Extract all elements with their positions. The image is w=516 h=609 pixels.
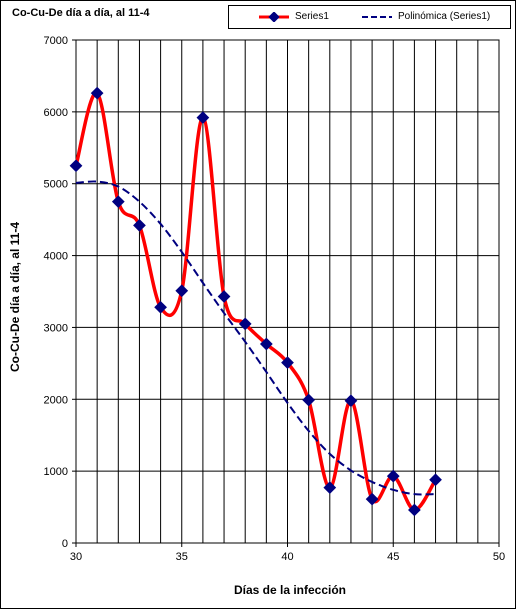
y-tick-label: 2000: [44, 394, 68, 406]
series1-point: [69, 159, 83, 173]
series1-point: [133, 219, 146, 232]
series1-point: [365, 492, 379, 506]
trendline-polynomial: [75, 180, 436, 496]
legend-label-polynomial: Polinómica (Series1): [398, 11, 491, 22]
series1-point: [344, 394, 358, 408]
series1-point: [281, 356, 294, 370]
legend-swatch-series1: [259, 11, 289, 22]
y-tick-label: 3000: [44, 322, 68, 334]
legend-label-series1: Series1: [295, 11, 329, 22]
legend-item-series1: Series1: [259, 11, 329, 22]
series1-point: [238, 317, 252, 331]
y-tick-label: 4000: [44, 251, 68, 263]
legend: Series1 Polinómica (Series1): [228, 5, 511, 29]
x-tick-label: 45: [387, 551, 399, 563]
series1-point: [196, 111, 210, 124]
series1-point: [302, 393, 316, 407]
series1-point: [429, 473, 442, 487]
legend-swatch-polynomial: [362, 15, 392, 18]
series1-point: [217, 290, 231, 303]
series1-point: [175, 284, 189, 298]
y-tick-label: 5000: [44, 179, 68, 191]
y-tick-label: 1000: [44, 466, 68, 478]
series1-point: [111, 195, 125, 209]
x-tick-label: 50: [493, 551, 505, 563]
y-tick-label: 7000: [44, 35, 68, 47]
series1-point: [259, 337, 273, 351]
series1-point: [408, 503, 421, 517]
series1-point: [323, 481, 337, 495]
x-tick-label: 35: [176, 551, 188, 563]
x-axis-label: Días de la infección: [233, 583, 347, 597]
series1-point: [154, 300, 167, 314]
y-tick-label: 6000: [44, 107, 68, 119]
legend-item-polynomial: Polinómica (Series1): [362, 11, 490, 22]
x-tick-label: 40: [281, 551, 293, 563]
series1-point: [386, 469, 400, 483]
y-tick-label: 0: [62, 538, 68, 550]
x-tick-label: 30: [70, 551, 82, 563]
chart-title: Co-Cu-De día a día, al 11-4: [12, 7, 150, 19]
